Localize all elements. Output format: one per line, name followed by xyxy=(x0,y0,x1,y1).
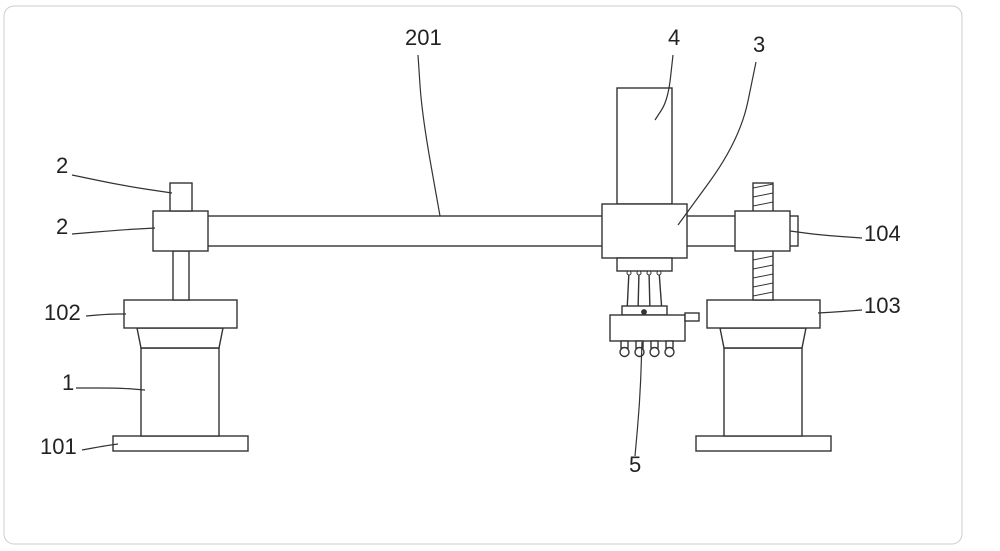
nozzle-ball xyxy=(635,348,644,357)
left-body xyxy=(141,348,219,436)
figure-frame xyxy=(4,6,962,544)
leader-lbl_102 xyxy=(86,314,126,316)
lbl_3: 3 xyxy=(753,32,765,57)
nozzle-ball xyxy=(650,348,659,357)
head-box xyxy=(610,315,685,341)
lbl_4: 4 xyxy=(668,25,680,50)
lbl_2b: 2 xyxy=(56,214,68,239)
left-post xyxy=(173,251,189,300)
left-slider-top xyxy=(170,183,192,211)
right-foot xyxy=(696,436,831,451)
wire-cap xyxy=(657,271,661,275)
left-trapezoid xyxy=(137,328,223,348)
lbl_2a: 2 xyxy=(56,153,68,178)
wire-cap xyxy=(637,271,641,275)
carriage xyxy=(602,204,687,258)
beam xyxy=(188,216,798,246)
lbl_102: 102 xyxy=(44,300,81,325)
lbl_1: 1 xyxy=(62,370,74,395)
lbl_201: 201 xyxy=(405,25,442,50)
lbl_101: 101 xyxy=(40,434,77,459)
lbl_5: 5 xyxy=(629,452,641,477)
nozzle-ball xyxy=(665,348,674,357)
pivot-dot xyxy=(642,310,646,314)
wire-cap xyxy=(627,271,631,275)
right-body xyxy=(724,348,802,436)
leader-lbl_1 xyxy=(76,388,145,390)
left-plate xyxy=(124,300,237,328)
leader-lbl_2a xyxy=(72,175,172,193)
lbl_103: 103 xyxy=(864,293,901,318)
right-plate xyxy=(707,300,820,328)
left-foot xyxy=(113,436,248,451)
hanger-plate xyxy=(617,258,672,271)
head-side-tab xyxy=(685,313,699,321)
leader-lbl_2b xyxy=(72,228,155,234)
lbl_104: 104 xyxy=(864,221,901,246)
leader-lbl_3 xyxy=(678,62,756,225)
right-trapezoid xyxy=(720,328,806,348)
nozzle-ball xyxy=(620,348,629,357)
leader-lbl_201 xyxy=(418,55,440,216)
leader-lbl_103 xyxy=(818,310,862,313)
leader-lbl_104 xyxy=(790,231,862,238)
right-slider-block xyxy=(735,211,790,251)
diagram-canvas: 201 4 3 2 2 102 1 101 104 103 5 xyxy=(0,0,1000,551)
leader-lbl_5 xyxy=(635,342,642,456)
wire-cap xyxy=(647,271,651,275)
left-slider-block xyxy=(153,211,208,251)
